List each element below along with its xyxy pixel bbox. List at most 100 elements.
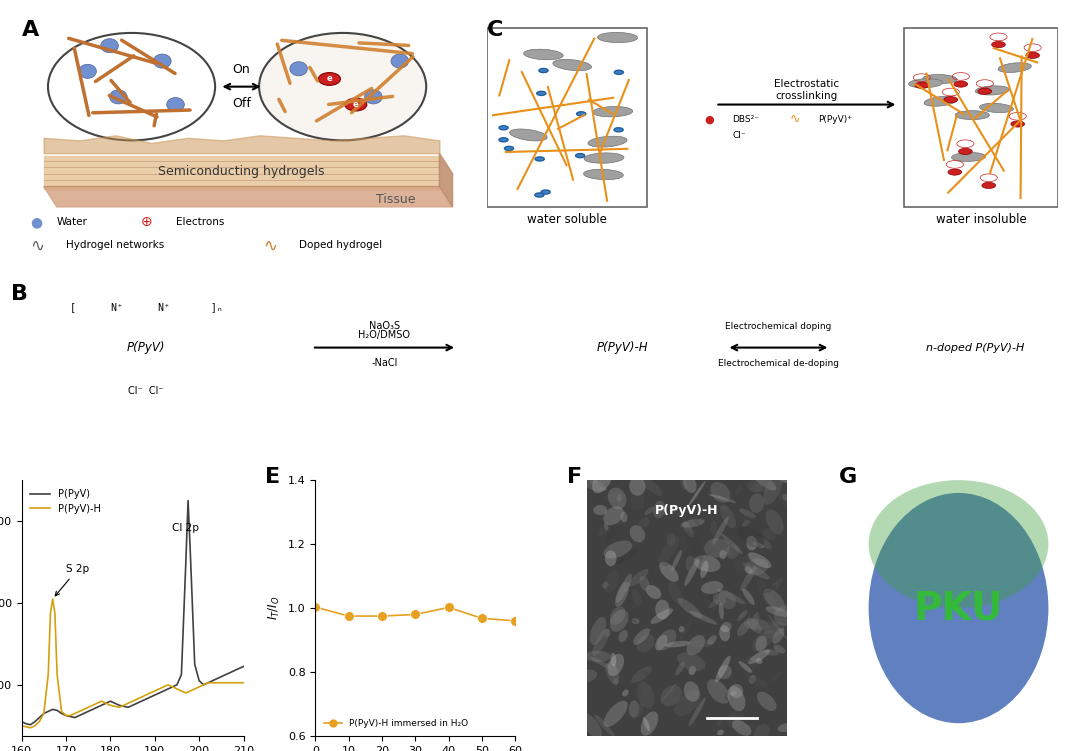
Ellipse shape: [659, 562, 678, 582]
Ellipse shape: [100, 39, 119, 53]
Ellipse shape: [610, 653, 617, 667]
Ellipse shape: [153, 54, 171, 68]
Polygon shape: [43, 186, 453, 207]
Ellipse shape: [750, 493, 765, 513]
Y-axis label: $I_T/I_O$: $I_T/I_O$: [267, 596, 282, 620]
Ellipse shape: [689, 665, 696, 675]
Ellipse shape: [780, 479, 791, 483]
Ellipse shape: [597, 32, 637, 43]
Ellipse shape: [630, 477, 646, 496]
Legend: P(PyV)-H immersed in H₂O: P(PyV)-H immersed in H₂O: [320, 715, 472, 731]
Ellipse shape: [657, 629, 676, 650]
Ellipse shape: [757, 692, 777, 711]
Ellipse shape: [604, 523, 608, 531]
Circle shape: [954, 81, 968, 87]
Ellipse shape: [646, 585, 661, 599]
Ellipse shape: [604, 629, 610, 637]
Ellipse shape: [675, 662, 685, 675]
Ellipse shape: [588, 136, 627, 147]
Ellipse shape: [755, 658, 762, 664]
Ellipse shape: [765, 649, 779, 656]
Text: Tissue: Tissue: [376, 193, 415, 206]
Ellipse shape: [166, 98, 185, 112]
Ellipse shape: [692, 640, 715, 647]
Ellipse shape: [678, 626, 685, 632]
Text: ∿: ∿: [30, 237, 44, 255]
Circle shape: [982, 182, 996, 189]
Ellipse shape: [764, 475, 782, 505]
Text: P(PyV)-H: P(PyV)-H: [656, 505, 718, 517]
Ellipse shape: [79, 65, 96, 78]
Ellipse shape: [635, 702, 644, 718]
Ellipse shape: [631, 666, 652, 683]
Ellipse shape: [616, 548, 639, 565]
Ellipse shape: [638, 517, 649, 528]
Ellipse shape: [604, 541, 632, 559]
Circle shape: [499, 125, 509, 130]
Ellipse shape: [665, 641, 690, 647]
Ellipse shape: [617, 494, 622, 502]
Ellipse shape: [720, 491, 735, 504]
Ellipse shape: [711, 520, 717, 535]
Ellipse shape: [661, 685, 681, 706]
Ellipse shape: [109, 90, 127, 104]
Ellipse shape: [584, 651, 611, 662]
Ellipse shape: [704, 499, 712, 516]
Ellipse shape: [980, 104, 1013, 113]
Ellipse shape: [631, 492, 644, 510]
Ellipse shape: [590, 477, 597, 484]
Ellipse shape: [773, 644, 785, 653]
P(PyV): [139, 695, 152, 704]
Text: ∿: ∿: [789, 113, 800, 125]
Text: H₂O/DMSO: H₂O/DMSO: [359, 330, 410, 340]
Ellipse shape: [762, 621, 779, 635]
P(PyV): [126, 701, 139, 710]
Ellipse shape: [998, 63, 1031, 72]
Ellipse shape: [590, 617, 606, 645]
Text: C: C: [487, 20, 503, 40]
Ellipse shape: [720, 641, 730, 650]
Ellipse shape: [738, 610, 747, 621]
Ellipse shape: [772, 628, 784, 644]
P(PyV)-H: [192, 683, 205, 692]
Ellipse shape: [720, 622, 731, 632]
Ellipse shape: [754, 724, 770, 740]
Ellipse shape: [365, 90, 382, 104]
Ellipse shape: [773, 605, 796, 626]
Ellipse shape: [616, 574, 632, 603]
Ellipse shape: [743, 618, 769, 630]
Ellipse shape: [705, 550, 713, 562]
Ellipse shape: [629, 700, 639, 718]
Ellipse shape: [923, 74, 957, 83]
P(PyV)-H: [152, 684, 165, 693]
Ellipse shape: [622, 689, 629, 696]
Ellipse shape: [632, 589, 642, 605]
Ellipse shape: [604, 506, 624, 525]
Ellipse shape: [719, 550, 727, 559]
Ellipse shape: [583, 169, 623, 179]
Text: Electrochemical de-doping: Electrochemical de-doping: [718, 359, 839, 368]
Ellipse shape: [739, 508, 756, 518]
Ellipse shape: [640, 670, 651, 675]
Ellipse shape: [684, 475, 697, 493]
Ellipse shape: [605, 474, 620, 492]
Ellipse shape: [687, 481, 705, 508]
Ellipse shape: [637, 634, 654, 653]
Ellipse shape: [756, 532, 764, 543]
Ellipse shape: [713, 593, 726, 605]
Circle shape: [345, 98, 367, 111]
Ellipse shape: [674, 690, 701, 716]
Ellipse shape: [582, 623, 602, 635]
Ellipse shape: [768, 669, 785, 684]
P(PyV)-H: [162, 680, 175, 689]
P(PyV)-H: [148, 686, 161, 695]
Text: ●: ●: [30, 216, 42, 229]
Ellipse shape: [632, 618, 639, 624]
Ellipse shape: [717, 719, 723, 727]
Ellipse shape: [753, 542, 765, 548]
Ellipse shape: [604, 490, 620, 499]
Ellipse shape: [672, 550, 683, 571]
Ellipse shape: [741, 477, 755, 493]
Ellipse shape: [743, 563, 770, 579]
Ellipse shape: [742, 656, 757, 674]
